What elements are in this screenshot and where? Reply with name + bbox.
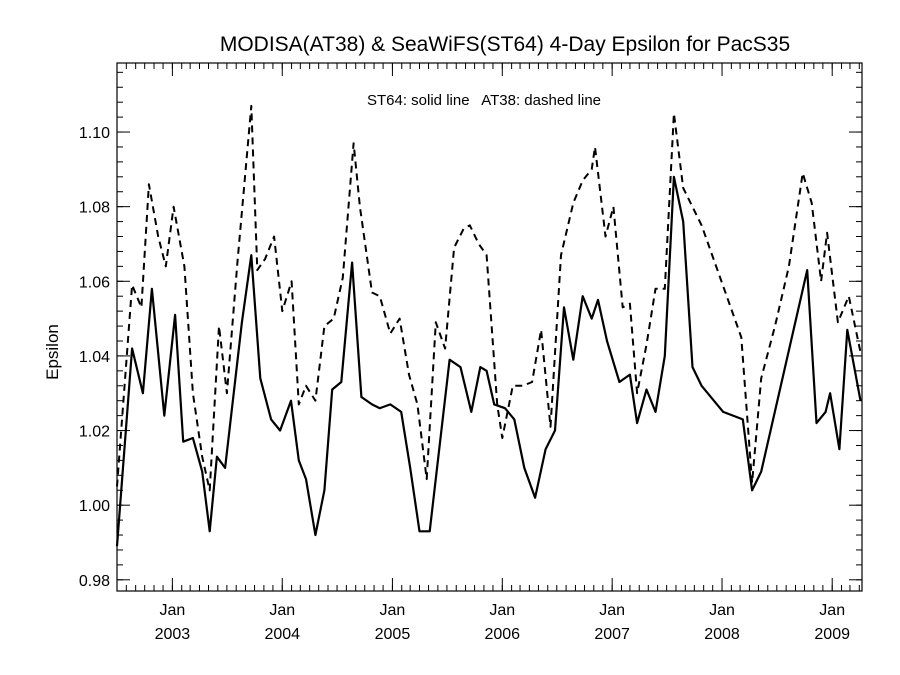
x-tick-year: 2005 bbox=[375, 626, 411, 643]
series-line-at38 bbox=[116, 104, 862, 492]
plot-frame bbox=[116, 62, 863, 592]
y-tick-label: 1.04 bbox=[79, 349, 110, 366]
y-axis-label: Epsilon bbox=[43, 324, 62, 380]
y-tick-label: 1.00 bbox=[79, 498, 110, 515]
y-tick-label: 1.06 bbox=[79, 274, 110, 291]
axis-ticks: 0.98 1.00 1.02 1.04 1.06 1.08 1.10 Jan 2003 Jan 20… bbox=[79, 63, 862, 643]
x-tick-year: 2003 bbox=[155, 626, 191, 643]
x-tick-year: 2006 bbox=[484, 626, 520, 643]
y-tick-label: 1.08 bbox=[79, 200, 110, 217]
x-tick-month: Jan bbox=[159, 602, 185, 619]
x-tick-month: Jan bbox=[380, 602, 406, 619]
x-tick-year: 2009 bbox=[814, 626, 850, 643]
x-tick-month: Jan bbox=[599, 602, 625, 619]
x-tick-month: Jan bbox=[489, 602, 515, 619]
x-tick-year: 2004 bbox=[264, 626, 300, 643]
y-tick-label: 0.98 bbox=[79, 573, 110, 590]
y-tick-label: 1.10 bbox=[79, 125, 110, 142]
line-style-note: ST64: solid line AT38: dashed line bbox=[367, 92, 601, 109]
x-tick-year: 2007 bbox=[594, 626, 630, 643]
series-line-st64 bbox=[115, 175, 862, 547]
x-tick-month: Jan bbox=[709, 602, 735, 619]
y-tick-label: 1.02 bbox=[79, 424, 110, 441]
series-lines bbox=[115, 104, 862, 547]
x-tick-month: Jan bbox=[269, 602, 295, 619]
x-tick-year: 2008 bbox=[704, 626, 740, 643]
x-tick-month: Jan bbox=[819, 602, 845, 619]
chart-title: MODISA(AT38) & SeaWiFS(ST64) 4-Day Epsil… bbox=[220, 33, 790, 56]
